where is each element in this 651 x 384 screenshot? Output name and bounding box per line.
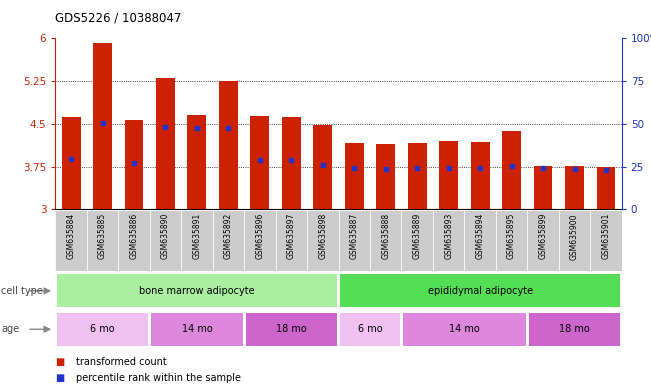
Text: 14 mo: 14 mo xyxy=(182,324,212,334)
Bar xyxy=(87,210,118,271)
Text: 18 mo: 18 mo xyxy=(276,324,307,334)
Bar xyxy=(565,166,584,209)
Bar xyxy=(151,313,243,346)
Text: cell type: cell type xyxy=(1,286,43,296)
Text: ■: ■ xyxy=(55,357,64,367)
Bar xyxy=(313,125,332,209)
Bar xyxy=(590,210,622,271)
Text: GSM635886: GSM635886 xyxy=(130,213,139,259)
Bar xyxy=(534,166,553,209)
Text: GSM635888: GSM635888 xyxy=(381,213,390,259)
Text: 6 mo: 6 mo xyxy=(357,324,382,334)
Text: 14 mo: 14 mo xyxy=(449,324,480,334)
Text: GSM635892: GSM635892 xyxy=(224,213,233,259)
Bar xyxy=(402,210,433,271)
Text: GDS5226 / 10388047: GDS5226 / 10388047 xyxy=(55,12,182,25)
Text: GSM635900: GSM635900 xyxy=(570,213,579,260)
Bar xyxy=(213,210,244,271)
Bar xyxy=(464,210,496,271)
Bar xyxy=(187,115,206,209)
Bar xyxy=(408,142,426,209)
Text: bone marrow adipocyte: bone marrow adipocyte xyxy=(139,286,255,296)
Bar xyxy=(62,117,81,209)
Bar xyxy=(57,313,148,346)
Bar xyxy=(340,313,400,346)
Bar xyxy=(219,81,238,209)
Text: transformed count: transformed count xyxy=(76,357,167,367)
Bar xyxy=(93,43,112,209)
Text: GSM635899: GSM635899 xyxy=(538,213,547,260)
Text: GSM635895: GSM635895 xyxy=(507,213,516,260)
Bar xyxy=(502,131,521,209)
Bar xyxy=(244,210,275,271)
Text: GSM635887: GSM635887 xyxy=(350,213,359,259)
Text: GSM635896: GSM635896 xyxy=(255,213,264,260)
Bar xyxy=(370,210,402,271)
Bar xyxy=(496,210,527,271)
Bar xyxy=(55,210,87,271)
Bar xyxy=(529,313,620,346)
Text: ■: ■ xyxy=(55,373,64,383)
Bar xyxy=(471,142,490,209)
Bar xyxy=(282,117,301,209)
Text: age: age xyxy=(1,324,20,334)
Text: GSM635891: GSM635891 xyxy=(193,213,201,259)
Text: GSM635890: GSM635890 xyxy=(161,213,170,260)
Bar xyxy=(307,210,339,271)
Bar xyxy=(345,142,364,209)
Text: 6 mo: 6 mo xyxy=(90,324,115,334)
Bar xyxy=(245,313,337,346)
Text: GSM635898: GSM635898 xyxy=(318,213,327,259)
Bar xyxy=(251,116,270,209)
Bar xyxy=(340,275,620,307)
Text: 18 mo: 18 mo xyxy=(559,324,590,334)
Bar xyxy=(118,210,150,271)
Bar xyxy=(433,210,464,271)
Bar xyxy=(275,210,307,271)
Text: GSM635889: GSM635889 xyxy=(413,213,422,259)
Text: GSM635894: GSM635894 xyxy=(476,213,484,260)
Bar xyxy=(150,210,181,271)
Bar xyxy=(156,78,175,209)
Text: epididymal adipocyte: epididymal adipocyte xyxy=(428,286,533,296)
Bar xyxy=(376,144,395,209)
Text: GSM635901: GSM635901 xyxy=(602,213,611,260)
Bar xyxy=(439,141,458,209)
Bar xyxy=(559,210,590,271)
Bar xyxy=(124,120,143,209)
Bar xyxy=(527,210,559,271)
Bar xyxy=(57,275,337,307)
Text: GSM635884: GSM635884 xyxy=(66,213,76,259)
Text: GSM635897: GSM635897 xyxy=(287,213,296,260)
Bar xyxy=(403,313,526,346)
Bar xyxy=(181,210,213,271)
Text: percentile rank within the sample: percentile rank within the sample xyxy=(76,373,241,383)
Text: GSM635885: GSM635885 xyxy=(98,213,107,259)
Bar xyxy=(596,167,615,209)
Text: GSM635893: GSM635893 xyxy=(444,213,453,260)
Bar xyxy=(339,210,370,271)
